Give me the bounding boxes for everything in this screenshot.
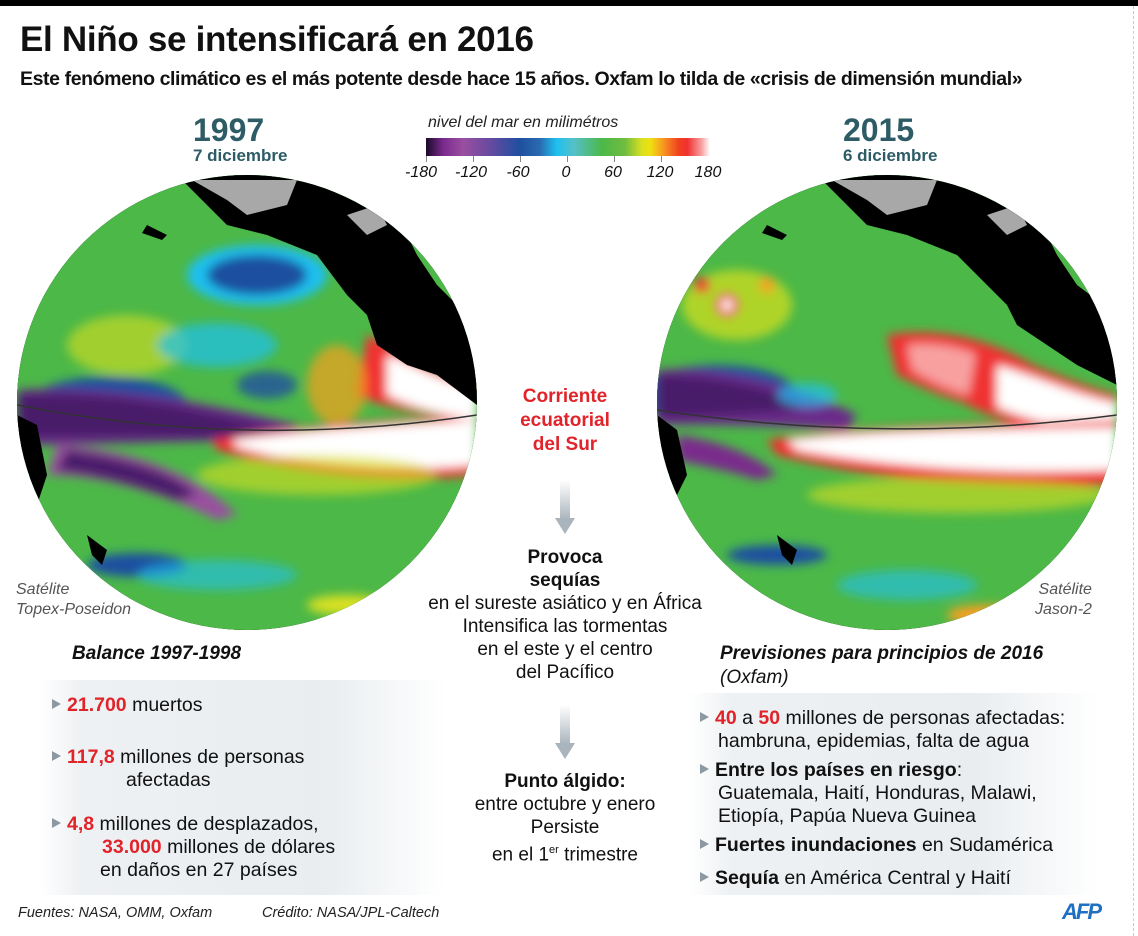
current-line: ecuatorial: [520, 410, 610, 431]
down-arrow-icon: [555, 480, 575, 540]
credit: Crédito: NASA/JPL-Caltech: [262, 905, 440, 921]
current-line: Corriente: [522, 386, 608, 407]
effect-text: del Pacífico: [515, 662, 615, 683]
effect-text: en el sureste asiático y en África: [428, 593, 702, 614]
tick-label: -60: [506, 164, 530, 181]
sea-level-colorbar: [426, 138, 710, 156]
balance-item: 117,8 millones de personas afectadas: [52, 746, 304, 792]
sources: Fuentes: NASA, OMM, Oxfam: [18, 905, 213, 921]
balance-item: 21.700 muertos: [52, 694, 203, 717]
right-satellite-label: Satélite Jason-2: [1035, 580, 1092, 620]
right-date: 6 diciembre: [843, 146, 938, 165]
forecast-item: Sequía en América Central y Haití: [700, 867, 1011, 890]
balance-panel: [40, 680, 445, 895]
down-arrow-icon: [555, 705, 575, 765]
left-date: 7 diciembre: [193, 146, 288, 165]
satellite-word: Satélite: [1038, 581, 1092, 598]
satellite-word: Satélite: [16, 581, 70, 598]
peak-text: entre octubre y enero: [474, 794, 656, 815]
current-line: del Sur: [532, 434, 598, 455]
forecast-panel: [690, 693, 1098, 895]
effect-text: Intensifica las tormentas: [462, 616, 668, 637]
bullet-triangle-icon: [52, 818, 61, 828]
colorbar-ticks: [426, 156, 710, 162]
forecast-item: 40 a 50 millones de personas afectadas: …: [700, 707, 1065, 753]
tick-label: 60: [604, 164, 622, 181]
forecast-title: Previsiones para principios de 2016: [720, 643, 1044, 664]
tick-label: -120: [454, 164, 488, 181]
forecast-item: Fuertes inundaciones en Sudamérica: [700, 834, 1053, 857]
afp-logo: AFP: [1062, 899, 1102, 924]
bullet-triangle-icon: [700, 872, 709, 882]
right-year: 2015: [843, 112, 915, 148]
top-bar: [0, 0, 1138, 6]
tick-label: 180: [694, 164, 722, 181]
bullet-triangle-icon: [700, 839, 709, 849]
peak-block: Punto álgido: entre octubre y enero Pers…: [400, 770, 730, 866]
peak-text: en el 1er trimestre: [491, 844, 638, 866]
forecast-item: Entre los países en riesgo: Guatemala, H…: [700, 759, 1037, 828]
balance-title: Balance 1997-1998: [72, 643, 242, 664]
legend-title: nivel del mar en milimétros: [428, 114, 619, 131]
edge-line: [1133, 6, 1134, 936]
bullet-triangle-icon: [52, 751, 61, 761]
satellite-name: Jason-2: [1035, 601, 1092, 618]
page-subtitle: Este fenómeno climático es el más potent…: [20, 68, 1023, 90]
effects-block: Provoca sequías en el sureste asiático y…: [400, 546, 730, 684]
left-year: 1997: [193, 112, 265, 148]
tick-label: 120: [646, 164, 674, 181]
satellite-name: Topex-Poseidon: [16, 601, 132, 618]
bullet-triangle-icon: [52, 699, 61, 709]
effect-heading: Provoca: [527, 547, 603, 568]
tick-label: 0: [561, 164, 571, 181]
page-title: El Niño se intensificará en 2016: [20, 20, 534, 59]
globe-map-1997: [17, 175, 477, 630]
left-satellite-label: Satélite Topex-Poseidon: [16, 580, 131, 620]
globe-map-2015: [657, 175, 1117, 630]
peak-text: Persiste: [530, 817, 600, 838]
effect-text: en el este y el centro: [477, 639, 653, 660]
bullet-triangle-icon: [700, 764, 709, 774]
peak-heading: Punto álgido:: [504, 771, 626, 792]
forecast-subtitle: (Oxfam): [720, 667, 789, 688]
colorbar-tick-labels: -180 -120 -60 0 60 120 180: [400, 164, 736, 184]
balance-item: 4,8 millones de desplazados, 33.000 mill…: [52, 813, 335, 882]
bullet-triangle-icon: [700, 712, 709, 722]
effect-heading: sequías: [529, 570, 601, 591]
tick-label: -180: [404, 164, 438, 181]
current-label: Corriente ecuatorial del Sur: [400, 385, 730, 457]
